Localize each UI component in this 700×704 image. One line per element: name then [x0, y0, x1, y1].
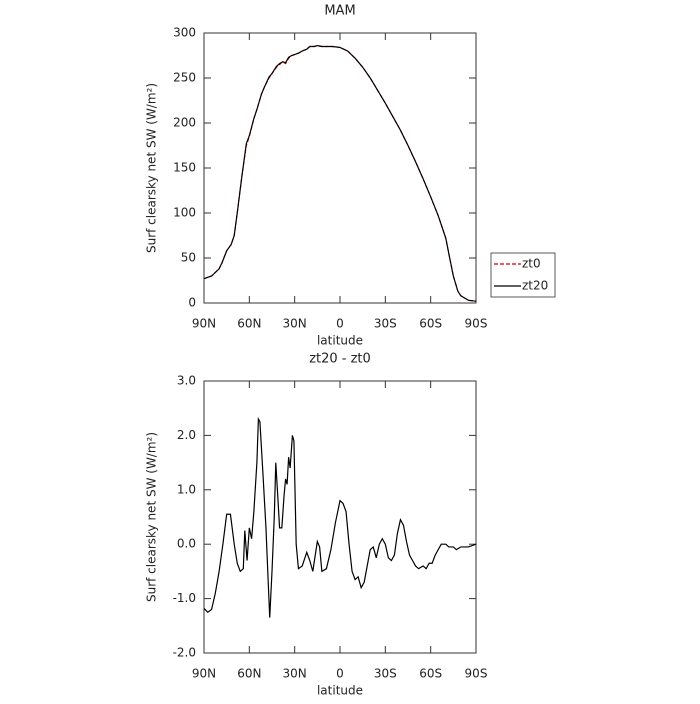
plot-frame	[203, 380, 477, 654]
x-tick-label: 30N	[283, 317, 307, 331]
x-tick-label: 60S	[419, 317, 442, 331]
line-series	[203, 44, 477, 302]
x-tick-label: 30S	[374, 317, 397, 331]
y-tick-label: 300	[173, 26, 196, 40]
x-tick-label: 90S	[465, 317, 488, 331]
y-tick-label: -2.0	[173, 646, 196, 660]
x-tick-label: 0	[336, 317, 344, 331]
x-tick-label: 60N	[237, 667, 261, 681]
x-tick-label: 90N	[192, 317, 216, 331]
y-tick-label: 150	[173, 161, 196, 175]
y-axis-label: Surf clearsky net SW (W/m²)	[145, 83, 159, 253]
legend-label: zt20	[522, 279, 548, 293]
legend-box	[490, 252, 556, 298]
y-tick-label: 1.0	[177, 482, 196, 496]
plot-frame	[203, 32, 477, 304]
y-tick-label: -1.0	[173, 591, 196, 605]
legend-label: zt0	[522, 257, 541, 271]
y-tick-label: 2.0	[177, 428, 196, 442]
x-tick-label: 90N	[192, 667, 216, 681]
y-axis-label: Surf clearsky net SW (W/m²)	[145, 432, 159, 602]
chart-title: MAM	[324, 4, 355, 19]
y-tick-label: 250	[173, 71, 196, 85]
line-series	[203, 44, 477, 302]
x-tick-label: 30S	[374, 667, 397, 681]
chart-title: zt20 - zt0	[309, 352, 371, 367]
x-axis-label: latitude	[317, 334, 363, 348]
line-series	[203, 416, 477, 618]
y-tick-label: 0	[188, 296, 196, 310]
x-tick-label: 0	[336, 667, 344, 681]
x-tick-label: 60N	[237, 317, 261, 331]
x-axis-label: latitude	[317, 684, 363, 698]
x-tick-label: 90S	[465, 667, 488, 681]
y-tick-label: 200	[173, 116, 196, 130]
y-tick-label: 100	[173, 206, 196, 220]
y-tick-label: 50	[181, 251, 196, 265]
x-tick-label: 30N	[283, 667, 307, 681]
y-tick-label: 0.0	[177, 537, 196, 551]
x-tick-label: 60S	[419, 667, 442, 681]
y-tick-label: 3.0	[177, 374, 196, 388]
